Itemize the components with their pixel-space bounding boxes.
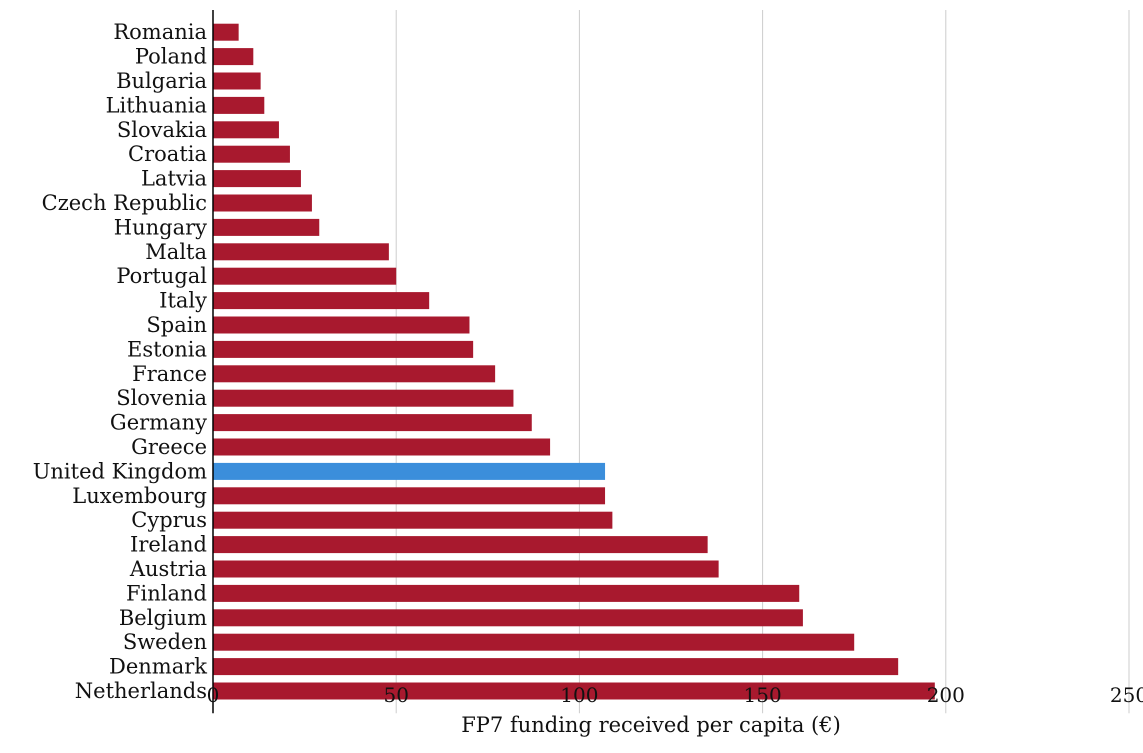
category-label: Sweden — [123, 630, 207, 654]
bar-poland — [213, 48, 254, 66]
category-label: Croatia — [128, 142, 207, 166]
bar-hungary — [213, 218, 320, 236]
bar-greece — [213, 438, 551, 456]
category-label: France — [132, 362, 207, 386]
x-tick-label: 0 — [207, 683, 220, 707]
x-axis-title: FP7 funding received per capita (€) — [461, 713, 841, 737]
x-tick-label: 150 — [744, 683, 782, 707]
bar-czech-republic — [213, 194, 312, 212]
category-label: Germany — [110, 411, 207, 435]
bar-slovakia — [213, 121, 279, 139]
bar-austria — [213, 560, 719, 578]
bar-finland — [213, 584, 800, 602]
bar-sweden — [213, 633, 855, 651]
category-label: Malta — [145, 240, 207, 264]
bar-estonia — [213, 340, 474, 358]
category-labels: RomaniaPolandBulgariaLithuaniaSlovakiaCr… — [33, 20, 208, 703]
bar-spain — [213, 316, 470, 334]
category-label: Spain — [146, 313, 207, 337]
bar-ireland — [213, 536, 708, 554]
category-label: Czech Republic — [42, 191, 207, 215]
category-label: Romania — [113, 20, 207, 44]
bar-cyprus — [213, 511, 613, 529]
category-label: United Kingdom — [33, 459, 207, 483]
x-tick-label: 250 — [1110, 683, 1143, 707]
bar-germany — [213, 414, 532, 432]
category-label: Cyprus — [131, 508, 207, 532]
category-label: Denmark — [109, 655, 207, 679]
bar-denmark — [213, 658, 899, 676]
bar-latvia — [213, 170, 301, 188]
category-label: Latvia — [141, 167, 207, 191]
category-label: Hungary — [114, 215, 207, 239]
bar-netherlands — [213, 682, 935, 700]
x-tick-labels: 0 50 100 150 200 250 — [207, 683, 1143, 707]
category-label: Estonia — [127, 337, 207, 361]
bar-luxembourg — [213, 487, 606, 505]
bars — [213, 23, 935, 700]
bar-bulgaria — [213, 72, 261, 90]
category-label: Slovakia — [117, 118, 207, 142]
x-tick-label: 50 — [383, 683, 408, 707]
bar-malta — [213, 243, 389, 261]
bar-united-kingdom — [213, 462, 606, 480]
bar-croatia — [213, 145, 290, 163]
bar-romania — [213, 23, 239, 41]
category-label: Poland — [135, 45, 207, 69]
gridlines — [395, 10, 1130, 714]
x-tick-label: 200 — [927, 683, 965, 707]
bar-portugal — [213, 267, 397, 285]
category-label: Bulgaria — [116, 69, 207, 93]
category-label: Greece — [131, 435, 207, 459]
bar-italy — [213, 292, 430, 310]
bar-slovenia — [213, 389, 514, 407]
category-label: Ireland — [130, 533, 207, 557]
category-label: Finland — [126, 581, 207, 605]
x-tick-label: 100 — [560, 683, 598, 707]
category-label: Belgium — [119, 606, 207, 630]
bar-lithuania — [213, 96, 265, 114]
category-label: Austria — [129, 557, 207, 581]
category-label: Portugal — [116, 264, 207, 288]
category-label: Lithuania — [106, 93, 207, 117]
category-label: Luxembourg — [72, 484, 207, 508]
category-label: Slovenia — [116, 386, 207, 410]
bar-france — [213, 365, 496, 383]
category-label: Italy — [159, 289, 207, 313]
bar-belgium — [213, 609, 803, 627]
category-label: Netherlands — [75, 679, 207, 703]
